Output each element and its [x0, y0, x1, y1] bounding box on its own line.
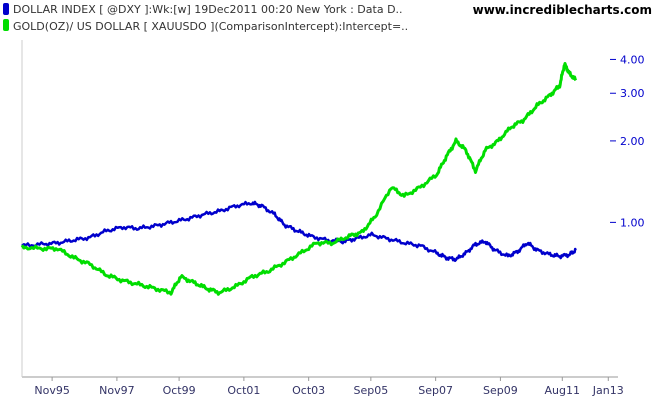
y-tick-label: 3.00	[620, 87, 645, 100]
legend-swatch-dollar	[3, 3, 9, 15]
y-tick-label: 2.00	[620, 135, 645, 148]
x-axis-ticks: Nov95 Nov97 Oct99 Oct01 Oct03 Sep05 Sep07 Sep09…	[34, 377, 624, 397]
x-tick-label: Oct01	[227, 384, 260, 397]
y-axis-ticks: 4.00 3.00 2.00 1.00	[610, 53, 645, 229]
x-tick-label: Sep07	[418, 384, 453, 397]
legend-label-dollar: DOLLAR INDEX [ @DXY ]:Wk:[w] 19Dec2011 0…	[13, 3, 403, 16]
site-watermark: www.incrediblecharts.com	[473, 3, 652, 17]
legend-label-gold: GOLD(OZ)/ US DOLLAR [ XAUUSDO ](Comparis…	[13, 20, 408, 33]
x-tick-label: Oct03	[292, 384, 325, 397]
y-tick-label: 1.00	[620, 216, 645, 229]
x-tick-label: Aug11	[545, 384, 580, 397]
x-tick-label: Sep05	[353, 384, 388, 397]
x-tick-label: Oct99	[163, 384, 196, 397]
series-line-gold	[20, 62, 578, 296]
x-tick-label: Jan13	[592, 384, 624, 397]
legend-swatch-gold	[3, 19, 9, 31]
legend: DOLLAR INDEX [ @DXY ]:Wk:[w] 19Dec2011 0…	[3, 3, 652, 33]
y-tick-label: 4.00	[620, 53, 645, 66]
plot-area	[20, 62, 578, 296]
x-tick-label: Sep09	[483, 384, 518, 397]
x-tick-label: Nov97	[99, 384, 134, 397]
x-tick-label: Nov95	[34, 384, 69, 397]
